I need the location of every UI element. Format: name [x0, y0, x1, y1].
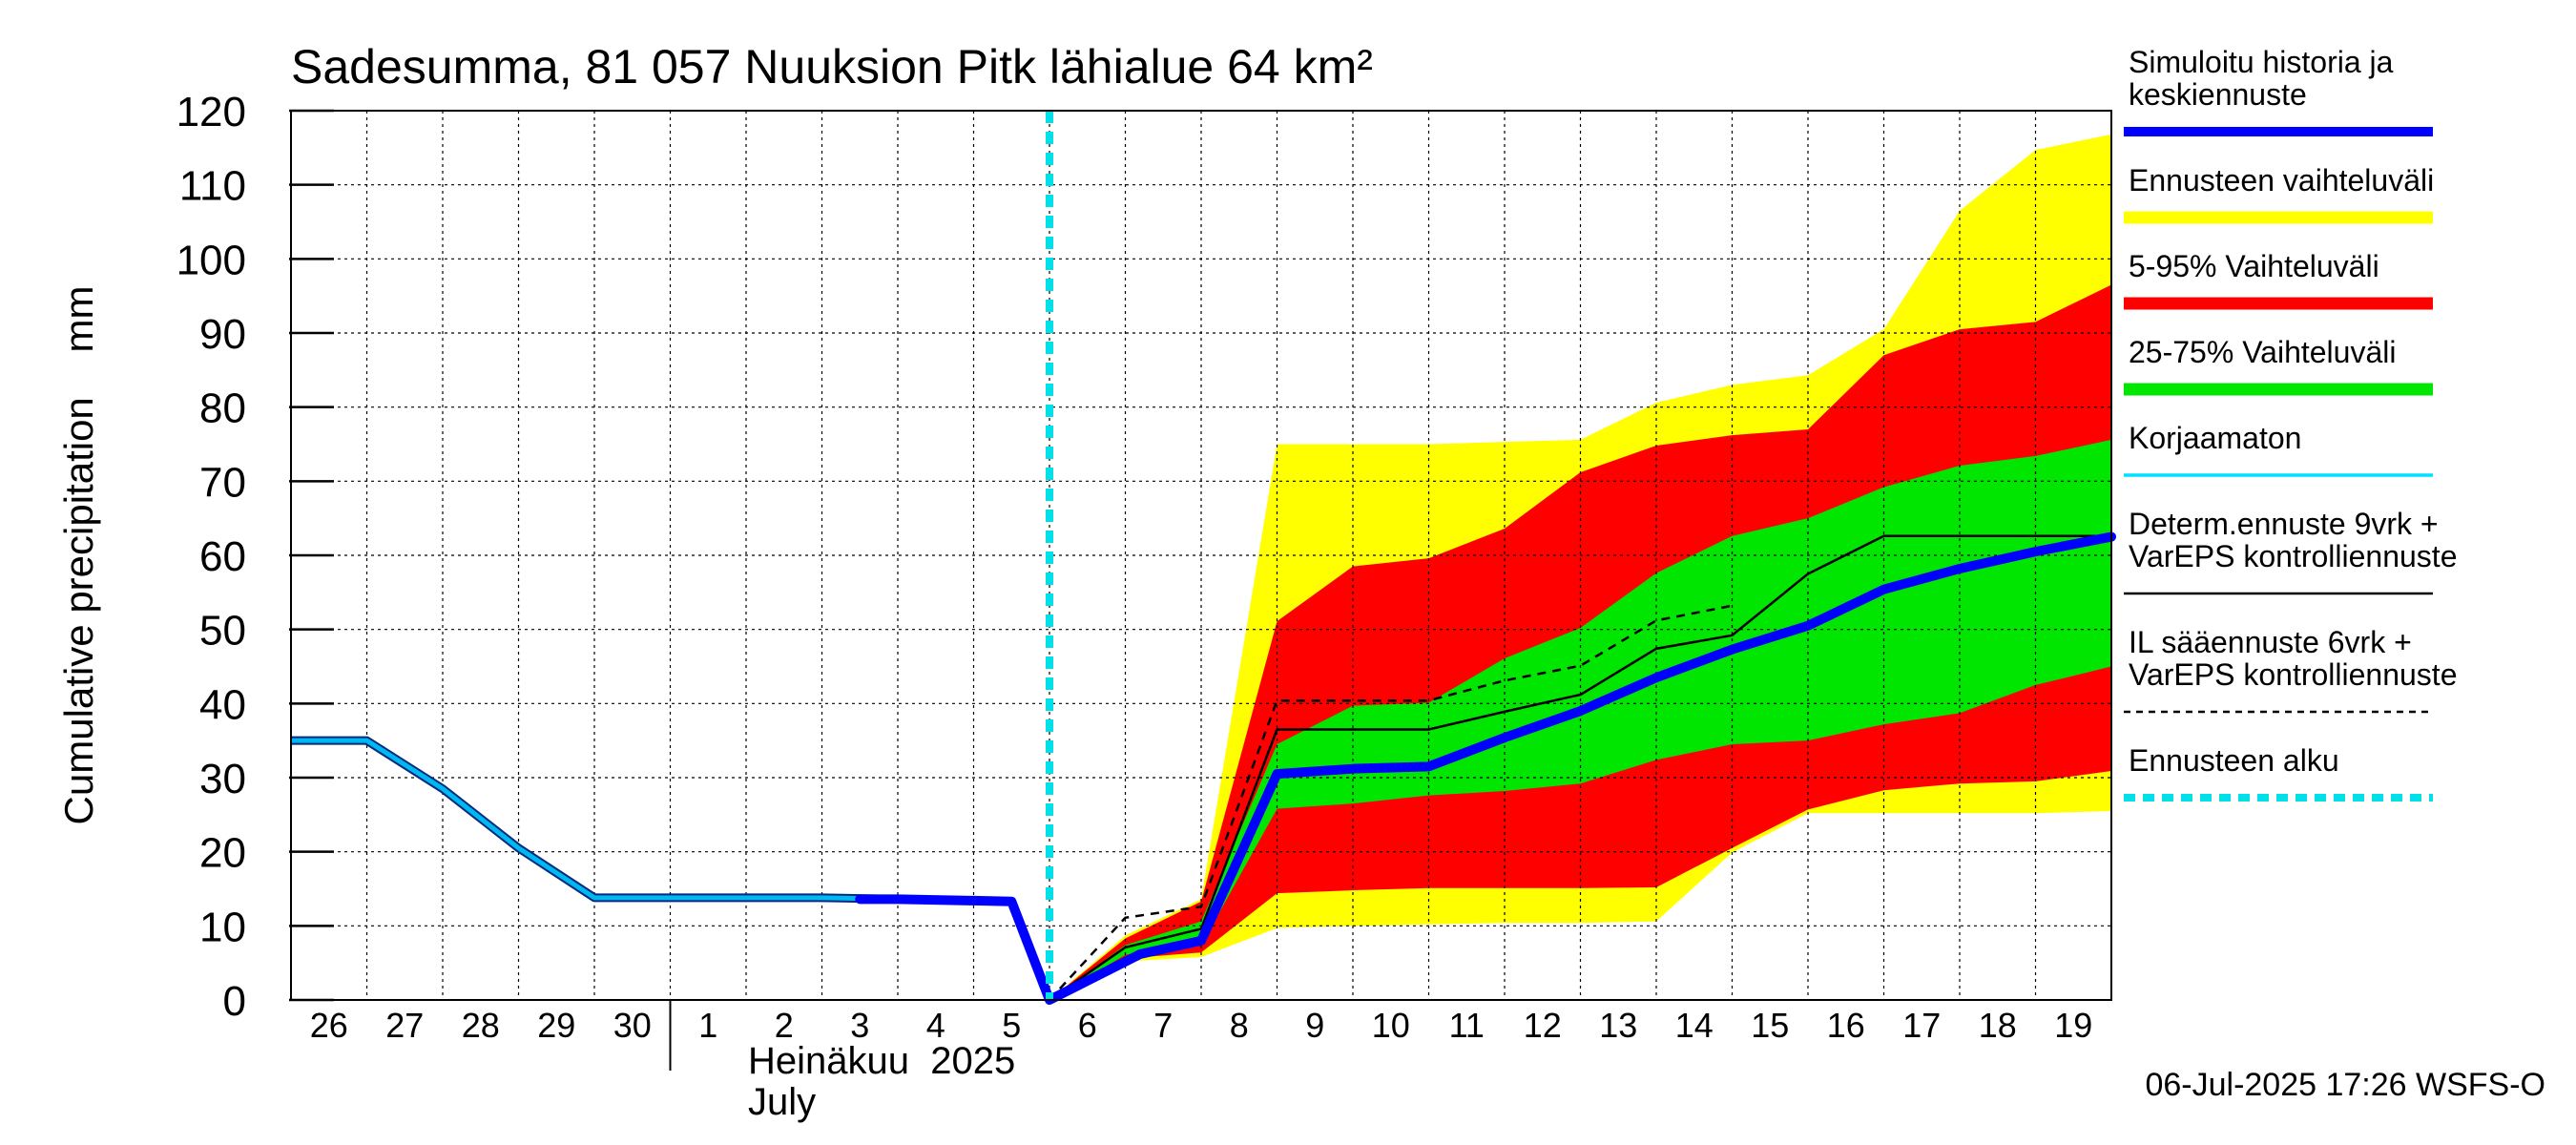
x-tick-label: 4: [926, 1006, 945, 1045]
legend-label-forecast_start: Ennusteen alku: [2129, 743, 2339, 778]
x-axis: 26 27 28 29 30 1 2 3 4 5 6 7 8 9 10 11 12 13 14 15 16 17 18 19: [310, 1000, 2092, 1071]
month-label-en: July: [748, 1081, 816, 1123]
legend-label-p5_95: 5-95% Vaihteluväli: [2129, 249, 2379, 283]
footer-timestamp: 06-Jul-2025 17:26 WSFS-O: [2145, 1067, 2545, 1103]
legend-label-p25_75: 25-75% Vaihteluväli: [2129, 335, 2396, 369]
y-tick-label: 70: [199, 459, 246, 506]
x-tick-label: 14: [1675, 1006, 1714, 1045]
legend-label-range: Ennusteen vaihteluväli: [2129, 163, 2434, 198]
x-tick-label: 12: [1524, 1006, 1562, 1045]
x-tick-label: 2: [775, 1006, 794, 1045]
legend-label-il: IL sääennuste 6vrk +: [2129, 625, 2412, 659]
chart-title: Sadesumma, 81 057 Nuuksion Pitk lähialue…: [291, 40, 1373, 94]
y-tick-label: 10: [199, 904, 246, 950]
x-tick-label: 7: [1153, 1006, 1173, 1045]
x-tick-label: 19: [2054, 1006, 2092, 1045]
legend-label-mean: Simuloitu historia ja: [2129, 45, 2394, 79]
x-tick-label: 16: [1827, 1006, 1865, 1045]
y-axis-label: Cumulative precipitation mm: [56, 286, 101, 825]
x-tick-label: 29: [537, 1006, 575, 1045]
x-tick-label: 13: [1599, 1006, 1637, 1045]
series-mean: [855, 531, 2116, 1005]
y-tick-label: 20: [199, 830, 246, 877]
y-tick-label: 80: [199, 385, 246, 432]
y-tick-label: 90: [199, 311, 246, 358]
x-tick-label: 3: [850, 1006, 869, 1045]
legend-label-il: VarEPS kontrolliennuste: [2129, 657, 2457, 692]
y-tick-label: 110: [179, 163, 246, 210]
x-tick-label: 30: [613, 1006, 652, 1045]
y-tick-label: 50: [199, 608, 246, 655]
x-tick-label: 26: [310, 1006, 348, 1045]
x-tick-label: 8: [1230, 1006, 1249, 1045]
x-tick-label: 10: [1372, 1006, 1410, 1045]
x-tick-label: 9: [1305, 1006, 1324, 1045]
y-tick-label: 100: [177, 237, 246, 283]
y-tick-label: 0: [223, 978, 246, 1025]
y-axis: 0 10 20 30 40 50 60 70 80 90 100 110 120: [177, 89, 334, 1025]
x-tick-label: 15: [1751, 1006, 1789, 1045]
legend-label-deterministic: VarEPS kontrolliennuste: [2129, 539, 2457, 573]
x-tick-label: 28: [462, 1006, 500, 1045]
x-tick-label: 11: [1449, 1006, 1485, 1045]
y-tick-label: 120: [177, 89, 246, 135]
legend-label-deterministic: Determ.ennuste 9vrk +: [2129, 507, 2439, 541]
legend-label-mean: keskiennuste: [2129, 77, 2307, 112]
x-tick-label: 5: [1002, 1006, 1021, 1045]
x-tick-label: 18: [1979, 1006, 2017, 1045]
x-tick-label: 6: [1078, 1006, 1097, 1045]
plot-area: [290, 110, 2116, 1005]
x-tick-label: 27: [385, 1006, 424, 1045]
x-tick-label: 1: [698, 1006, 717, 1045]
series-il: [1049, 604, 1733, 1001]
y-tick-label: 40: [199, 681, 246, 728]
series-deterministic: [1049, 534, 2111, 1002]
legend-label-uncorrected: Korjaamaton: [2129, 421, 2301, 455]
x-tick-label: 17: [1902, 1006, 1941, 1045]
lines-layer: [291, 111, 2116, 1005]
month-label-fi: Heinäkuu 2025: [748, 1040, 1015, 1082]
y-tick-label: 30: [199, 756, 246, 802]
y-tick-label: 60: [199, 533, 246, 580]
